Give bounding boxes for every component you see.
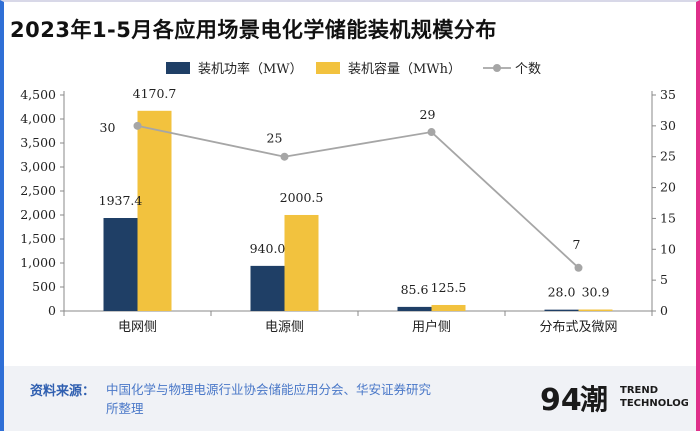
left-axis: 0 500 1,000 1,500 2,000 2,500 3,000 3,500 4,000 4… bbox=[20, 87, 65, 318]
logo-mark: 94 bbox=[540, 383, 582, 418]
chart-title: 2023年1-5月各应用场景电化学储能装机规模分布 bbox=[10, 18, 497, 42]
left-tick-label: 500 bbox=[32, 279, 56, 294]
chart-canvas: 装机功率（MW） 装机容量（MWh） 个数 0 500 1,000 1,500 2,000 2… bbox=[20, 61, 676, 335]
capacity-bar bbox=[137, 110, 172, 311]
legend-swatch bbox=[166, 62, 190, 74]
power-bar bbox=[250, 265, 285, 311]
count-label: 7 bbox=[573, 237, 581, 252]
source-text: 中国化学与物理电源行业协会储能应用分会、华安证券研究所整理 bbox=[106, 382, 432, 416]
count-line-path bbox=[137, 124, 580, 269]
category-axis: 电网侧 电源侧 用户侧 分布式及微网 bbox=[63, 310, 653, 335]
footer: 资料来源： 中国化学与物理电源行业协会储能应用分会、华安证券研究所整理 94 潮… bbox=[4, 366, 696, 431]
capacity-bar bbox=[284, 214, 319, 311]
legend-label: 个数 bbox=[515, 62, 541, 77]
right-tick-label: 5 bbox=[660, 272, 668, 287]
right-tick-label: 0 bbox=[660, 303, 668, 318]
left-tick-label: 2,000 bbox=[20, 207, 56, 222]
legend-swatch bbox=[316, 62, 340, 74]
count-label: 29 bbox=[420, 107, 436, 122]
legend-swatch-marker bbox=[493, 64, 501, 72]
left-tick-label: 3,500 bbox=[20, 135, 56, 150]
power-bar bbox=[103, 218, 138, 311]
right-tick-label: 30 bbox=[660, 118, 676, 133]
category-label: 电源侧 bbox=[265, 320, 304, 335]
bars bbox=[103, 110, 613, 311]
trend-technology-logo: 94 潮 TREND TECHNOLOGY bbox=[540, 383, 688, 418]
category-label: 分布式及微网 bbox=[539, 320, 617, 335]
power-bar-label: 1937.4 bbox=[99, 193, 143, 208]
left-tick-label: 1,000 bbox=[20, 255, 56, 270]
capacity-bar bbox=[578, 309, 613, 311]
power-bar-label: 85.6 bbox=[401, 282, 429, 297]
count-label: 25 bbox=[267, 131, 283, 146]
left-tick-label: 3,000 bbox=[20, 159, 56, 174]
legend-label: 装机功率（MW） bbox=[198, 61, 303, 77]
left-tick-label: 1,500 bbox=[20, 231, 56, 246]
logo-line1: TREND bbox=[620, 385, 658, 396]
capacity-bar bbox=[431, 304, 466, 311]
capacity-bar-label: 4170.7 bbox=[133, 86, 177, 101]
legend-label: 装机容量（MWh） bbox=[348, 61, 461, 77]
capacity-bar-label: 30.9 bbox=[582, 285, 610, 300]
count-point bbox=[574, 263, 583, 272]
right-axis: 0 5 10 15 20 25 30 35 bbox=[651, 87, 676, 318]
left-tick-label: 2,500 bbox=[20, 183, 56, 198]
count-point bbox=[133, 121, 142, 130]
power-bar-label: 28.0 bbox=[548, 285, 576, 300]
right-tick-label: 20 bbox=[660, 180, 676, 195]
left-tick-label: 4,500 bbox=[20, 87, 56, 102]
count-line bbox=[133, 121, 583, 272]
data-labels: 1937.4 940.0 85.6 28.0 4170.7 2000.5 125.5 30.9… bbox=[99, 86, 610, 300]
left-tick-label: 4,000 bbox=[20, 111, 56, 126]
logo-line2: TECHNOLOGY bbox=[620, 398, 688, 409]
legend: 装机功率（MW） 装机容量（MWh） 个数 bbox=[166, 61, 541, 77]
count-label: 30 bbox=[100, 120, 116, 135]
category-label: 电网侧 bbox=[118, 320, 157, 335]
source-label: 资料来源： bbox=[30, 384, 96, 399]
power-bar bbox=[544, 309, 579, 311]
right-tick-label: 25 bbox=[660, 149, 676, 164]
logo-glyph: 潮 bbox=[580, 383, 608, 416]
right-tick-label: 35 bbox=[660, 87, 676, 102]
power-bar bbox=[397, 306, 432, 311]
capacity-bar-label: 2000.5 bbox=[280, 190, 324, 205]
right-tick-label: 15 bbox=[660, 210, 676, 225]
category-label: 用户侧 bbox=[412, 319, 451, 335]
capacity-bar-label: 125.5 bbox=[431, 280, 467, 295]
count-point bbox=[280, 152, 289, 161]
left-tick-label: 0 bbox=[48, 303, 56, 318]
power-bar-label: 940.0 bbox=[250, 241, 286, 256]
right-tick-label: 10 bbox=[660, 241, 676, 256]
count-point bbox=[427, 128, 436, 137]
